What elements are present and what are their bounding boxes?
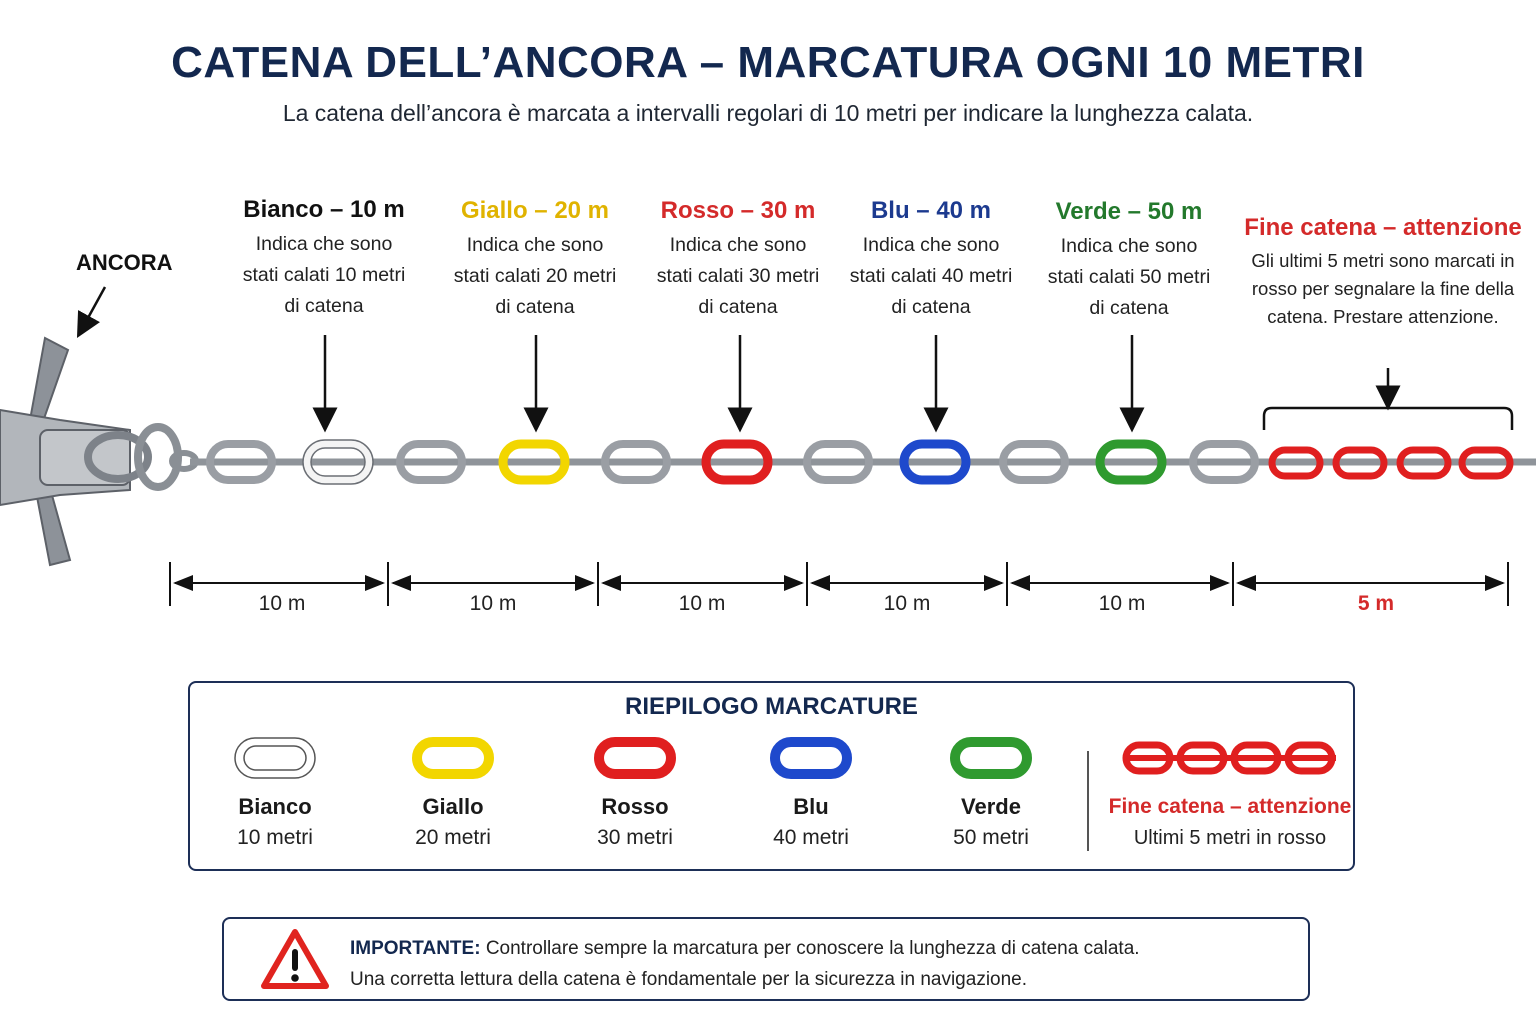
link-icon-verde — [950, 737, 1032, 779]
page-title: CATENA DELL’ANCORA – MARCATURA OGNI 10 M… — [171, 38, 1365, 87]
marker-title: Giallo – 20 m — [460, 197, 610, 224]
marker-title: Bianco – 10 m — [243, 196, 405, 223]
summary-item-fine-catena: Fine catena – attenzione Ultimi 5 metri … — [1100, 733, 1360, 854]
summary-item-value: 20 metri — [415, 826, 491, 849]
segment-label: 10 m — [1098, 592, 1146, 615]
summary-item-name: Rosso — [601, 794, 669, 819]
chain-link — [601, 440, 671, 484]
chain-link-rosso — [701, 439, 773, 485]
segment-label: 10 m — [883, 592, 931, 615]
chain-link-fine — [1268, 446, 1324, 480]
summary-item-name: Blu — [793, 794, 829, 819]
chain-link — [206, 440, 276, 484]
chain-link — [1189, 440, 1259, 484]
link-icon-blu — [770, 737, 852, 779]
summary-item-blu: Blu 40 metri — [726, 733, 896, 854]
chain-link-fine — [1396, 446, 1452, 480]
chain-link — [803, 440, 873, 484]
warning-triangle-icon — [261, 929, 329, 989]
anchor-label-arrow — [76, 286, 107, 338]
warning-line-2: Una corretta lettura della catena è fond… — [350, 969, 1028, 990]
chain-link-fine — [1458, 446, 1514, 480]
summary-item-name: Verde — [961, 794, 1021, 819]
chain-links — [206, 439, 1514, 485]
summary-item-value: 50 metri — [953, 826, 1029, 849]
marker-desc: Indica che sono stati calati 40 metri di… — [849, 234, 1013, 318]
marker-verde: Verde – 50 m Indica che sono stati calat… — [1039, 197, 1219, 324]
summary-item-giallo: Giallo 20 metri — [368, 733, 538, 854]
segment-label: 10 m — [678, 592, 726, 615]
warning-text: IMPORTANTE: Controllare sempre la marcat… — [350, 933, 1140, 995]
summary-item-verde: Verde 50 metri — [906, 733, 1076, 854]
segment-label: 10 m — [469, 592, 517, 615]
segment-label: 10 m — [258, 592, 306, 615]
chain-link-giallo — [498, 439, 570, 485]
marker-rosso: Rosso – 30 m Indica che sono stati calat… — [648, 196, 828, 323]
dimension-ticks — [169, 562, 1509, 606]
warning-label: IMPORTANTE: — [350, 938, 481, 959]
page-subtitle: La catena dell’ancora è marcata a interv… — [282, 100, 1254, 126]
marker-blu: Blu – 40 m Indica che sono stati calati … — [841, 196, 1021, 323]
segment-label-end: 5 m — [1357, 592, 1395, 615]
marker-desc: Indica che sono stati calati 50 metri di… — [1047, 235, 1211, 319]
anchor-label: ANCORA — [76, 250, 173, 275]
summary-end-value: Ultimi 5 metri in rosso — [1133, 827, 1327, 849]
chain-diagram — [0, 286, 1536, 606]
marker-title: Fine catena – attenzione — [1244, 214, 1522, 241]
summary-item-name: Bianco — [238, 794, 312, 819]
warning-box: IMPORTANTE: Controllare sempre la marcat… — [222, 917, 1310, 1001]
end-bracket — [1262, 406, 1514, 430]
marker-giallo: Giallo – 20 m Indica che sono stati cala… — [445, 196, 625, 323]
summary-item-value: 40 metri — [773, 826, 849, 849]
summary-item-rosso: Rosso 30 metri — [550, 733, 720, 854]
chain-icon-fine — [1122, 741, 1336, 775]
marker-bianco: Bianco – 10 m Indica che sono stati cala… — [234, 195, 414, 322]
chain-link-verde — [1095, 439, 1167, 485]
chain-link — [396, 440, 466, 484]
marker-desc: Gli ultimi 5 metri sono marcati in rosso… — [1251, 250, 1515, 327]
link-icon-giallo — [412, 737, 494, 779]
chain-link-fine — [1332, 446, 1388, 480]
marker-desc: Indica che sono stati calati 20 metri di… — [453, 234, 617, 318]
marker-desc: Indica che sono stati calati 10 metri di… — [242, 233, 406, 317]
marker-title: Verde – 50 m — [1055, 198, 1203, 225]
chain-link — [999, 440, 1069, 484]
summary-box: RIEPILOGO MARCATURE Bianco 10 metri Gial… — [188, 681, 1355, 871]
marker-title: Blu – 40 m — [870, 197, 992, 224]
anchor-icon — [0, 336, 199, 567]
chain-link-bianco — [303, 440, 373, 484]
summary-item-value: 10 metri — [237, 826, 313, 849]
summary-end-name: Fine catena – attenzione — [1108, 795, 1352, 818]
summary-title: RIEPILOGO MARCATURE — [625, 693, 918, 720]
marker-desc: Indica che sono stati calati 30 metri di… — [656, 234, 820, 318]
summary-divider — [1087, 751, 1089, 851]
marker-title: Rosso – 30 m — [660, 197, 816, 224]
link-icon-rosso — [594, 737, 676, 779]
link-icon-bianco — [234, 737, 316, 779]
summary-item-bianco: Bianco 10 metri — [190, 733, 360, 854]
marker-fine-catena: Fine catena – attenzione Gli ultimi 5 me… — [1238, 213, 1528, 331]
summary-item-name: Giallo — [422, 794, 484, 819]
chain-link-blu — [899, 439, 971, 485]
summary-item-value: 30 metri — [597, 826, 673, 849]
warning-line-1: Controllare sempre la marcatura per cono… — [485, 938, 1140, 959]
